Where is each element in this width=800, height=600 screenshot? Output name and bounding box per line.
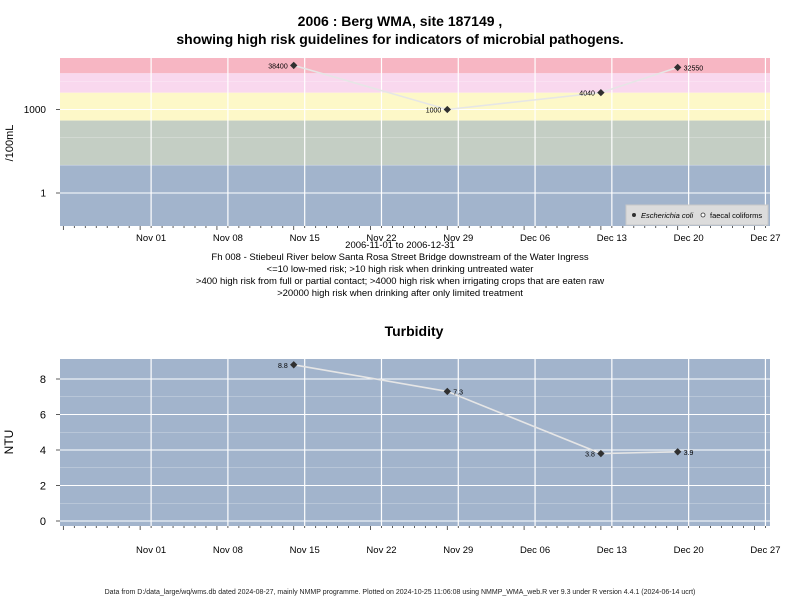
top-y-tick-label: 1000 [24,105,47,116]
legend-faecal-marker [700,212,706,218]
top-y-axis: 1 1000 [24,105,60,200]
top-x-tick-label: Nov 29 [443,233,473,244]
bottom-x-tick-label: Nov 08 [213,545,243,556]
top-y-label: /100mL [4,125,16,162]
chart-title-line1: 2006 : Berg WMA, site 187149 , [297,13,503,29]
top-x-axis: Nov 01 Nov 08 Nov 15 Nov 22 Nov 29 Dec 06 Dec … [62,226,780,244]
legend: Escherichia coli faecal coliforms [625,204,769,226]
turbidity-background [60,359,770,526]
turbidity-plot-area [60,359,770,526]
ecoli-data-label: 1000 [426,108,442,115]
site-description: Fh 008 - Stiebeul River below Santa Rosa… [211,252,589,263]
bottom-y-axis: 0 2 4 6 8 [40,374,60,528]
top-x-tick-label: Dec 13 [597,233,627,244]
bottom-y-label: NTU [2,430,16,455]
bottom-x-tick-label: Dec 06 [520,545,550,556]
turbidity-data-label: 7.3 [453,389,463,396]
risk-band [60,92,770,121]
bottom-x-axis: Nov 01 Nov 08 Nov 15 Nov 22 Nov 29 Dec 06 Dec … [62,526,780,556]
turbidity-data-label: 3.8 [585,452,595,459]
top-x-tick-label: Dec 20 [674,233,704,244]
top-y-tick-label: 1 [40,189,46,200]
bottom-y-tick-label: 4 [40,445,46,457]
turbidity-title: Turbidity [385,323,444,339]
bottom-y-tick-label: 2 [40,481,46,493]
footer-note: Data from D:/data_large/wq/wms.db dated … [104,589,696,596]
top-x-tick-label: Nov 01 [136,233,166,244]
risk-bands [60,58,770,226]
bottom-x-tick-label: Nov 15 [290,545,320,556]
ecoli-data-label: 32550 [684,65,704,72]
legend-ecoli-marker [632,213,636,217]
turbidity-line [293,364,678,455]
bottom-x-tick-label: Nov 22 [366,545,396,556]
date-range: 2006-11-01 to 2006-12-31 [345,240,455,251]
turbidity-point [597,449,605,458]
ecoli-chart: Nov 01 Nov 08 Nov 15 Nov 22 Nov 29 Dec 06 Dec … [4,58,780,244]
legend-box [625,204,769,226]
legend-ecoli-label: Escherichia coli [641,211,693,220]
turbidity-point [443,387,451,396]
ecoli-line [293,64,678,111]
bottom-x-tick-label: Dec 27 [750,545,780,556]
top-x-tick-label: Nov 22 [366,233,396,244]
bottom-y-tick-label: 6 [40,410,46,422]
risk-band [60,73,770,93]
turbidity-point [673,448,682,456]
ecoli-data-label: 38400 [268,63,288,70]
bottom-x-tick-label: Dec 13 [597,545,627,556]
top-gridlines [60,58,770,226]
turbidity-series: 8.8 7.3 3.8 3.9 [278,361,694,459]
guideline-line-2: >400 high risk from full or partial cont… [195,276,605,287]
guideline-line-1: <=10 low-med risk; >10 high risk when dr… [266,264,534,275]
guideline-line-3: >20000 high risk when drinking after onl… [277,288,523,299]
legend-faecal-label: faecal coliforms [710,211,762,220]
risk-band [60,58,770,74]
top-x-tick-label: Nov 08 [213,233,243,244]
chart-title-line2: showing high risk guidelines for indicat… [176,31,624,47]
top-x-tick-label: Dec 27 [750,233,780,244]
risk-band [60,120,770,166]
bottom-x-tick-label: Nov 01 [136,545,166,556]
turbidity-data-label: 8.8 [278,363,288,370]
turbidity-point [290,361,298,369]
ecoli-data-label: 4040 [579,91,595,98]
turbidity-data-label: 3.9 [684,450,694,457]
bottom-x-tick-label: Nov 29 [443,545,473,556]
bottom-gridlines [60,359,770,526]
bottom-y-tick-label: 0 [40,516,46,528]
ecoli-point [290,61,298,70]
top-x-tick-label: Dec 06 [520,233,550,244]
bottom-y-tick-label: 8 [40,374,46,386]
top-x-tick-label: Nov 15 [290,233,320,244]
bottom-x-tick-label: Dec 20 [674,545,704,556]
